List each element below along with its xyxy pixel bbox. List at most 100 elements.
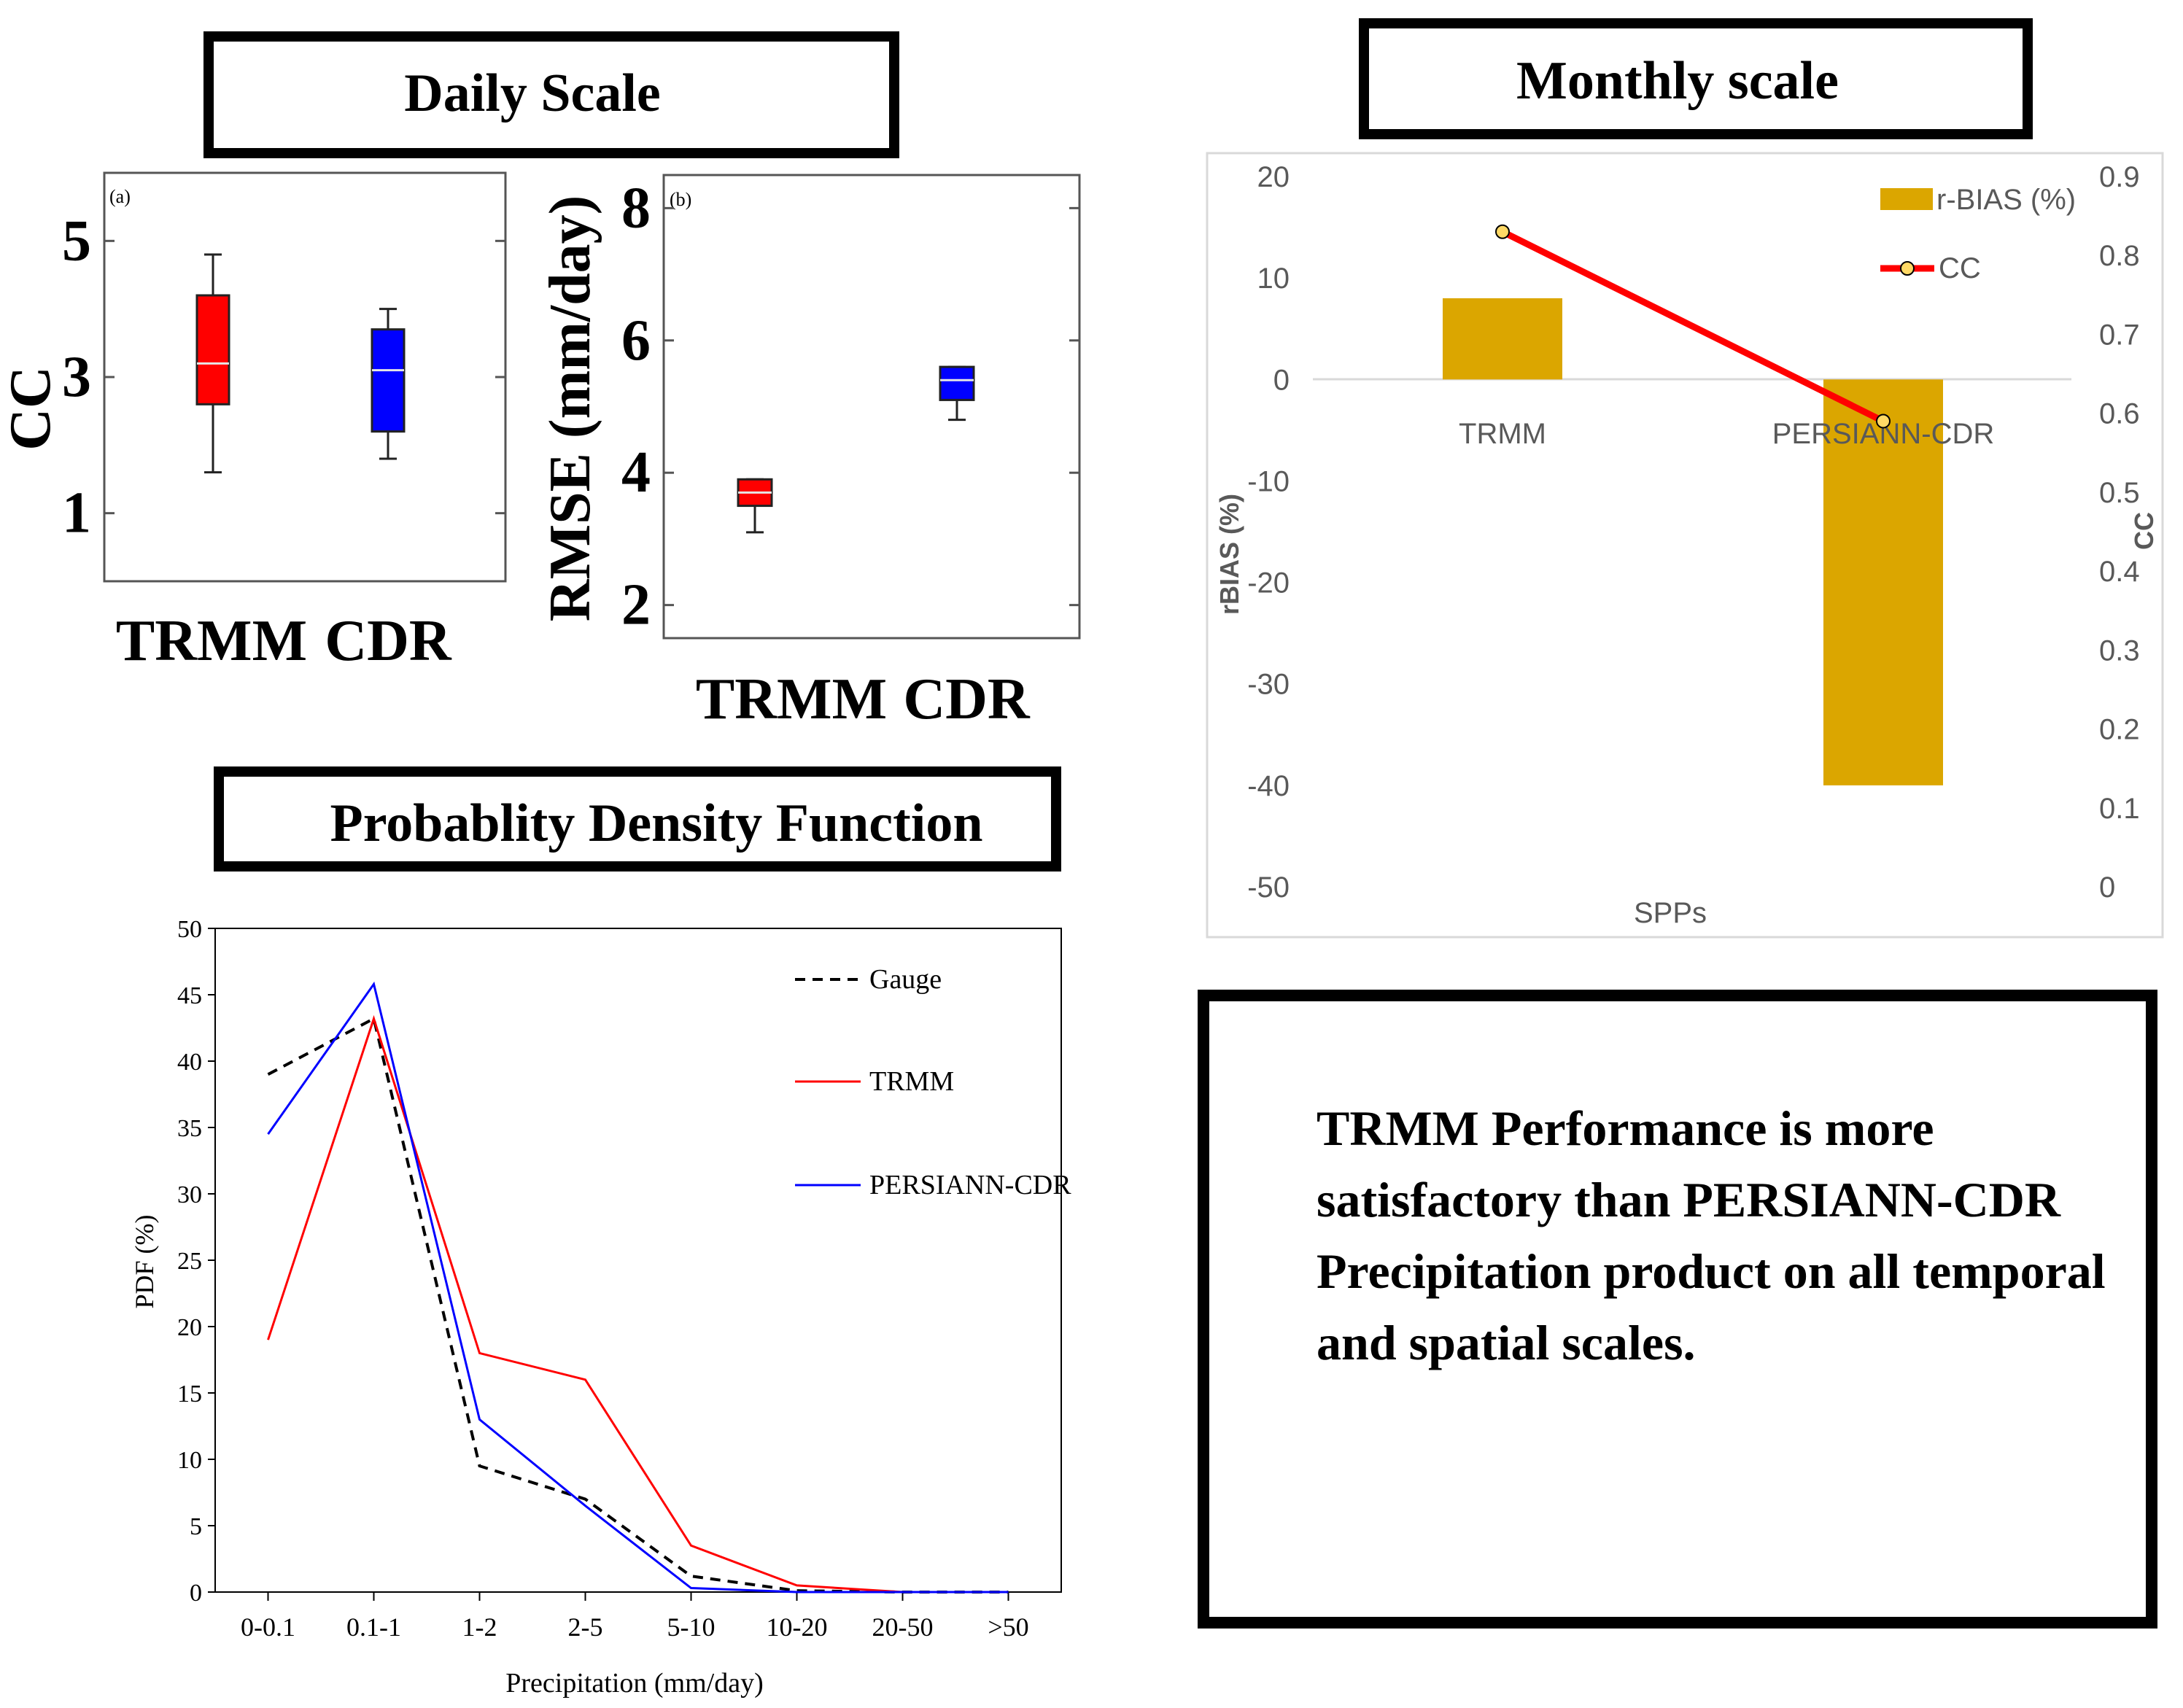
monthly-y2-axis-title: CC <box>2129 512 2159 550</box>
y-tick-label: 25 <box>177 1248 202 1275</box>
rmse-boxes <box>737 365 975 534</box>
y-tick-label: 45 <box>177 982 202 1009</box>
rmse-y-axis-title: RMSE (mm/day) <box>538 195 602 621</box>
pdf-lines <box>267 981 1009 1594</box>
box-trmm <box>195 294 230 405</box>
conclusion-line-2: satisfactory than PERSIANN-CDR <box>1317 1172 2061 1227</box>
x-tick-label: 0-0.1 <box>241 1612 295 1642</box>
right-tick-label: 0.2 <box>2099 714 2140 746</box>
legend-label-cc: CC <box>1939 252 1981 284</box>
pdf-y-axis-title: PDF (%) <box>130 1214 159 1308</box>
monthly-left-ticks: 20 10 0 -10 -20 -30 -40 -50 <box>1247 161 1290 904</box>
y-tick-label: 2 <box>621 573 651 637</box>
x-tick-label: 2-5 <box>568 1612 603 1642</box>
monthly-x-axis-title: SPPs <box>1634 897 1707 929</box>
right-tick-label: 0.9 <box>2099 161 2140 193</box>
bar-persiann-cdr <box>1823 379 1943 785</box>
x-tick-label: 0.1-1 <box>346 1612 401 1642</box>
rmse-y-ticks: 2 4 6 8 <box>621 176 1079 637</box>
left-tick-label: -40 <box>1247 770 1290 802</box>
cc-point <box>1495 224 1510 239</box>
bar-trmm <box>1443 298 1562 380</box>
rmse-x-label-cdr: CDR <box>903 667 1031 731</box>
series-line-persiann-cdr <box>267 981 1009 1594</box>
conclusion-box: TRMM Performance is more satisfactory th… <box>1198 990 2157 1629</box>
y-tick-label: 5 <box>62 209 91 273</box>
left-tick-label: -50 <box>1247 872 1290 904</box>
box-cdr <box>371 328 406 433</box>
conclusion-line-4: and spatial scales. <box>1317 1315 1696 1370</box>
monthly-scale-banner: Monthly scale <box>1359 18 2033 139</box>
right-tick-label: 0 <box>2099 872 2115 904</box>
series-line-gauge <box>267 1016 1009 1594</box>
right-tick-label: 0.1 <box>2099 793 2140 825</box>
pdf-x-axis-title: Precipitation (mm/day) <box>505 1668 764 1699</box>
right-tick-label: 0.8 <box>2099 240 2140 272</box>
monthly-legend: r-BIAS (%) CC <box>1880 184 2076 284</box>
y-tick-label: 5 <box>190 1513 202 1540</box>
cc-line <box>1500 228 1885 424</box>
pdf-banner: Probablity Density Function <box>214 766 1061 872</box>
x-tick-label: 10-20 <box>767 1612 828 1642</box>
y-tick-label: 10 <box>177 1447 202 1474</box>
cc-boxes <box>195 253 406 474</box>
monthly-bars <box>1443 298 1943 785</box>
left-tick-label: 20 <box>1257 161 1290 193</box>
series-line-trmm <box>267 1014 1009 1594</box>
monthly-cc-line <box>1495 224 1891 429</box>
y-tick-label: 3 <box>62 345 91 409</box>
monthly-y-axis-title: rBIAS (%) <box>1214 494 1244 615</box>
monthly-scale-title: Monthly scale <box>1516 51 1839 111</box>
x-tick-label: 5-10 <box>667 1612 716 1642</box>
pdf-y-ticks: 0 5 10 15 20 25 30 35 40 45 50 <box>177 916 215 1607</box>
cc-panel-label: (a) <box>109 186 131 207</box>
category-label: TRMM <box>1459 418 1546 450</box>
y-tick-label: 35 <box>177 1115 202 1142</box>
rmse-boxplot-chart: (b) RMSE (mm/day) 2 4 6 8 TRMM CDR <box>538 174 1081 731</box>
conclusion-line-3: Precipitation product on all temporal <box>1317 1243 2106 1299</box>
rmse-panel-label: (b) <box>670 189 691 210</box>
legend-label-rbias: r-BIAS (%) <box>1936 184 2076 216</box>
cc-y-ticks: 1 3 5 <box>62 209 505 546</box>
left-tick-label: -30 <box>1247 669 1290 701</box>
pdf-line-chart: 0 5 10 15 20 25 30 35 40 45 50 0-0.1 0.1-1 1-2 2-5 5-1… <box>130 916 1071 1699</box>
legend-label-gauge: Gauge <box>869 964 942 995</box>
legend-label-trmm: TRMM <box>869 1066 954 1097</box>
right-tick-label: 0.5 <box>2099 477 2140 509</box>
cc-boxplot-chart: (a) CC 1 3 5 TRMM CDR <box>0 171 507 673</box>
cc-point <box>1876 414 1891 429</box>
left-tick-label: 0 <box>1273 364 1290 396</box>
y-tick-label: 50 <box>177 916 202 943</box>
cc-y-axis-title: CC <box>0 366 63 451</box>
y-tick-label: 15 <box>177 1381 202 1408</box>
y-tick-label: 20 <box>177 1314 202 1341</box>
x-tick-label: 20-50 <box>872 1612 934 1642</box>
legend-marker-cc <box>1900 261 1915 276</box>
left-tick-label: -10 <box>1247 465 1290 497</box>
pdf-x-ticks: 0-0.1 0.1-1 1-2 2-5 5-10 10-20 20-50 >50 <box>241 1592 1029 1642</box>
box-cdr <box>939 365 975 401</box>
y-tick-label: 6 <box>621 308 651 373</box>
x-tick-label: 1-2 <box>462 1612 497 1642</box>
legend-label-persiann: PERSIANN-CDR <box>869 1170 1071 1200</box>
y-tick-label: 0 <box>190 1580 202 1607</box>
monthly-right-ticks: 0.9 0.8 0.7 0.6 0.5 0.4 0.3 0.2 0.1 0 <box>2099 161 2140 904</box>
right-tick-label: 0.6 <box>2099 398 2140 430</box>
cc-x-label-cdr: CDR <box>325 609 452 673</box>
y-tick-label: 40 <box>177 1049 202 1076</box>
legend-swatch-rbias <box>1880 188 1933 210</box>
cc-x-label-trmm: TRMM <box>116 609 307 673</box>
right-tick-label: 0.3 <box>2099 634 2140 667</box>
pdf-legend: Gauge TRMM PERSIANN-CDR <box>795 964 1071 1200</box>
y-tick-label: 1 <box>62 481 91 546</box>
rmse-x-label-trmm: TRMM <box>696 667 887 731</box>
y-tick-label: 30 <box>177 1181 202 1208</box>
conclusion-line-1: TRMM Performance is more <box>1317 1101 1934 1156</box>
y-tick-label: 8 <box>621 176 651 240</box>
x-tick-label: >50 <box>988 1612 1028 1642</box>
left-tick-label: -20 <box>1247 567 1290 599</box>
left-tick-label: 10 <box>1257 263 1290 295</box>
daily-scale-banner: Daily Scale <box>203 31 899 158</box>
